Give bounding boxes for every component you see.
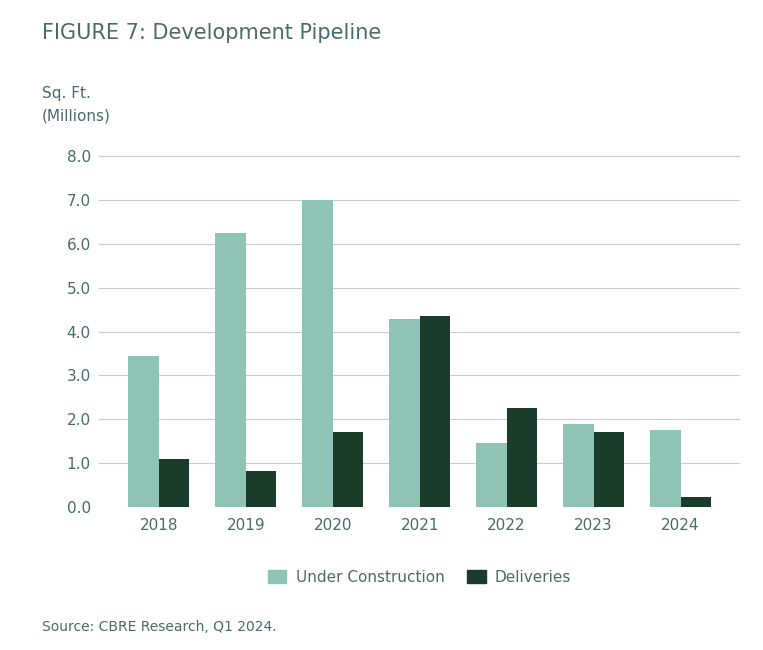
- Bar: [215, 233, 246, 507]
- Bar: [563, 424, 594, 507]
- Bar: [159, 459, 189, 507]
- Bar: [333, 432, 363, 507]
- Bar: [246, 471, 276, 507]
- Bar: [389, 318, 420, 507]
- Bar: [507, 408, 537, 507]
- Text: (Millions): (Millions): [42, 109, 111, 124]
- Text: FIGURE 7: Development Pipeline: FIGURE 7: Development Pipeline: [42, 23, 382, 43]
- Legend: Under Construction, Deliveries: Under Construction, Deliveries: [262, 564, 578, 591]
- Bar: [302, 200, 333, 507]
- Bar: [420, 317, 450, 507]
- Bar: [476, 443, 507, 507]
- Bar: [681, 497, 711, 507]
- Bar: [594, 432, 624, 507]
- Text: Sq. Ft.: Sq. Ft.: [42, 86, 91, 101]
- Text: Source: CBRE Research, Q1 2024.: Source: CBRE Research, Q1 2024.: [42, 619, 277, 634]
- Bar: [128, 356, 159, 507]
- Bar: [650, 430, 681, 507]
